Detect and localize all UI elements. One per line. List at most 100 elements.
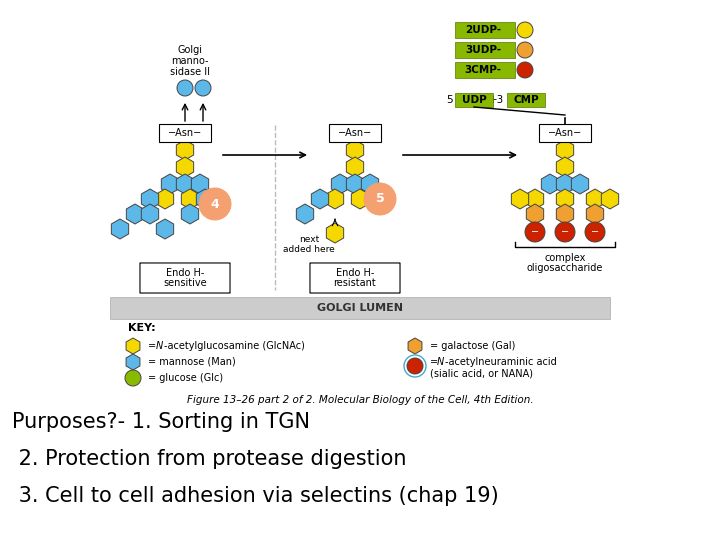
Text: +3: +3: [490, 95, 505, 105]
Polygon shape: [346, 140, 364, 160]
Text: manno-: manno-: [171, 56, 209, 66]
Polygon shape: [351, 189, 369, 209]
Polygon shape: [557, 157, 574, 177]
FancyBboxPatch shape: [329, 124, 381, 142]
Text: = mannose (Man): = mannose (Man): [148, 357, 235, 367]
Polygon shape: [326, 189, 343, 209]
Polygon shape: [161, 174, 179, 194]
Circle shape: [585, 222, 605, 242]
Text: 3. Cell to cell adhesion via selectins (chap 19): 3. Cell to cell adhesion via selectins (…: [12, 486, 499, 506]
Text: 5: 5: [446, 95, 453, 105]
Text: (sialic acid, or NANA): (sialic acid, or NANA): [430, 369, 533, 379]
Text: −: −: [561, 227, 569, 237]
Text: 2UDP-: 2UDP-: [465, 25, 501, 35]
Polygon shape: [156, 189, 174, 209]
Circle shape: [404, 355, 426, 377]
Polygon shape: [541, 174, 559, 194]
Text: −: −: [591, 227, 599, 237]
Text: −Asn−: −Asn−: [338, 128, 372, 138]
Circle shape: [364, 183, 396, 215]
Polygon shape: [601, 189, 618, 209]
Polygon shape: [346, 174, 364, 194]
Circle shape: [517, 22, 533, 38]
Text: 2. Protection from protease digestion: 2. Protection from protease digestion: [12, 449, 407, 469]
Text: Figure 13–26 part 2 of 2. Molecular Biology of the Cell, 4th Edition.: Figure 13–26 part 2 of 2. Molecular Biol…: [186, 395, 534, 405]
Polygon shape: [326, 223, 343, 243]
Text: = glucose (Glc): = glucose (Glc): [148, 373, 223, 383]
FancyBboxPatch shape: [310, 263, 400, 293]
Text: Golgi: Golgi: [178, 45, 202, 55]
Circle shape: [199, 188, 231, 220]
FancyBboxPatch shape: [507, 93, 545, 107]
Text: complex: complex: [544, 253, 585, 263]
Text: Purposes?- 1. Sorting in TGN: Purposes?- 1. Sorting in TGN: [12, 412, 310, 432]
Polygon shape: [557, 189, 574, 209]
Polygon shape: [526, 189, 544, 209]
Circle shape: [177, 80, 193, 96]
Text: sensitive: sensitive: [163, 278, 207, 288]
Polygon shape: [156, 219, 174, 239]
Text: resistant: resistant: [333, 278, 377, 288]
Polygon shape: [126, 338, 140, 354]
Polygon shape: [197, 189, 214, 209]
Polygon shape: [176, 140, 194, 160]
Polygon shape: [126, 204, 144, 224]
Polygon shape: [408, 338, 422, 354]
Polygon shape: [112, 219, 129, 239]
Text: 5: 5: [376, 192, 384, 206]
Text: −Asn−: −Asn−: [548, 128, 582, 138]
Text: GOLGI LUMEN: GOLGI LUMEN: [317, 303, 403, 313]
Text: -acetylneuraminic acid: -acetylneuraminic acid: [445, 357, 557, 367]
Polygon shape: [557, 204, 574, 224]
Text: −Asn−: −Asn−: [168, 128, 202, 138]
Text: CMP: CMP: [513, 95, 539, 105]
FancyBboxPatch shape: [110, 297, 610, 319]
Text: sidase II: sidase II: [170, 67, 210, 77]
Polygon shape: [557, 140, 574, 160]
FancyBboxPatch shape: [140, 263, 230, 293]
Polygon shape: [586, 204, 603, 224]
Polygon shape: [141, 204, 158, 224]
Polygon shape: [572, 174, 589, 194]
Polygon shape: [192, 174, 209, 194]
Circle shape: [555, 222, 575, 242]
Text: oligosaccharide: oligosaccharide: [527, 263, 603, 273]
FancyBboxPatch shape: [455, 93, 493, 107]
Text: 3CMP-: 3CMP-: [464, 65, 502, 75]
Polygon shape: [557, 174, 574, 194]
Circle shape: [525, 222, 545, 242]
Polygon shape: [331, 174, 348, 194]
Polygon shape: [361, 174, 379, 194]
Text: 4: 4: [211, 198, 220, 211]
Polygon shape: [346, 157, 364, 177]
Text: Endo H-: Endo H-: [166, 268, 204, 278]
FancyBboxPatch shape: [455, 62, 515, 78]
Text: −: −: [531, 227, 539, 237]
Text: 3UDP-: 3UDP-: [465, 45, 501, 55]
Text: =: =: [148, 341, 159, 351]
Text: =: =: [430, 357, 441, 367]
Text: next: next: [299, 235, 319, 245]
Polygon shape: [176, 157, 194, 177]
Text: -acetylglucosamine (GlcNAc): -acetylglucosamine (GlcNAc): [164, 341, 305, 351]
Polygon shape: [141, 189, 158, 209]
FancyBboxPatch shape: [455, 42, 515, 58]
Polygon shape: [526, 204, 544, 224]
Text: = galactose (Gal): = galactose (Gal): [430, 341, 516, 351]
Circle shape: [517, 42, 533, 58]
FancyBboxPatch shape: [539, 124, 591, 142]
Text: added here: added here: [283, 246, 335, 254]
Text: UDP: UDP: [462, 95, 487, 105]
Polygon shape: [586, 189, 603, 209]
Text: N: N: [156, 341, 163, 351]
Polygon shape: [311, 189, 328, 209]
Polygon shape: [126, 354, 140, 370]
Circle shape: [125, 370, 141, 386]
Polygon shape: [176, 174, 194, 194]
Text: Endo H-: Endo H-: [336, 268, 374, 278]
Text: N: N: [437, 357, 444, 367]
Circle shape: [407, 358, 423, 374]
FancyBboxPatch shape: [159, 124, 211, 142]
Polygon shape: [511, 189, 528, 209]
Polygon shape: [181, 189, 199, 209]
